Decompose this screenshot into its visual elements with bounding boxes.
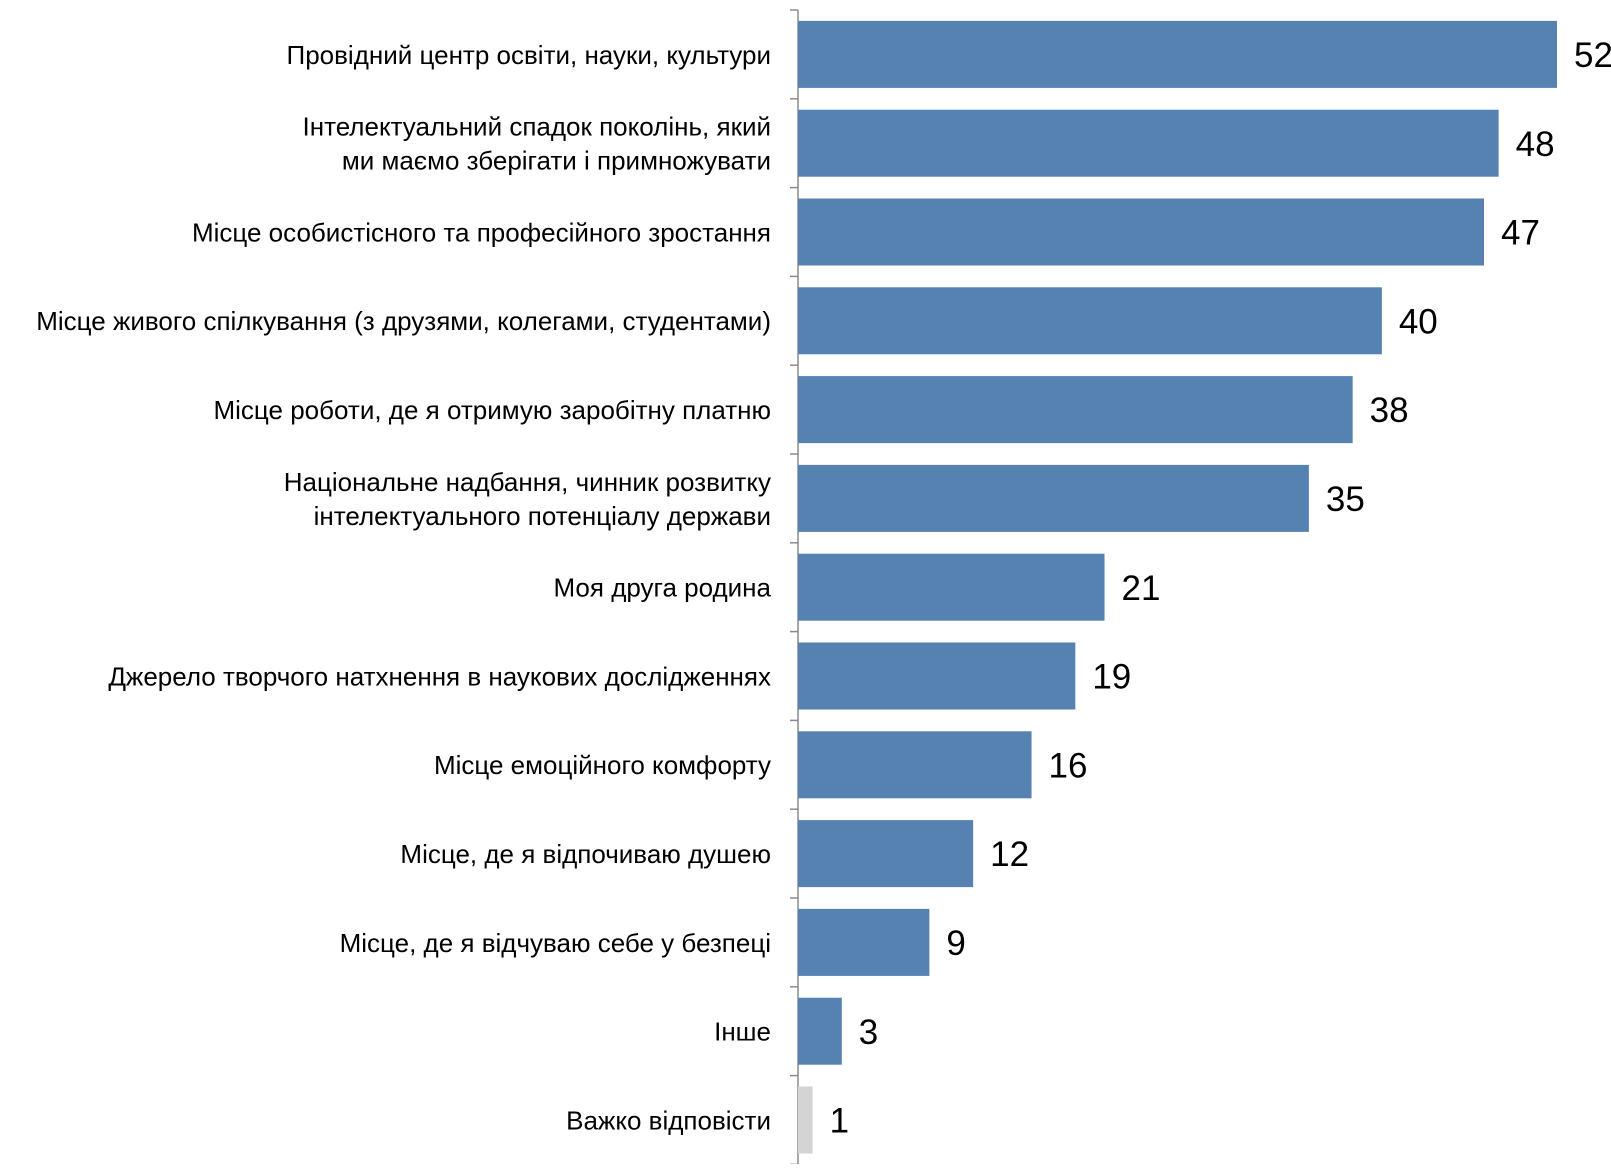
- category-label: Джерело творчого натхнення в наукових до…: [108, 661, 771, 691]
- bar: [798, 642, 1076, 710]
- bar: [798, 198, 1485, 266]
- bar: [798, 376, 1353, 444]
- category-label: Важко відповісти: [566, 1105, 771, 1135]
- data-label: 16: [1049, 746, 1088, 785]
- bar: [798, 20, 1557, 88]
- bar: [798, 997, 842, 1065]
- category-label: Місце, де я відчуваю себе у безпеці: [340, 928, 771, 958]
- category-label: Національне надбання, чинник розвитку інт…: [284, 467, 771, 531]
- data-label: 52: [1574, 36, 1611, 75]
- category-label: Місце емоційного комфорту: [434, 750, 771, 780]
- category-label: Місце живого спілкування (з друзями, кол…: [36, 306, 771, 336]
- category-label: Моя друга родина: [553, 573, 771, 603]
- data-label: 19: [1092, 658, 1131, 697]
- data-label: 48: [1516, 125, 1555, 164]
- category-label: Інше: [714, 1017, 771, 1047]
- bar: [798, 1086, 813, 1154]
- data-label: 35: [1326, 480, 1365, 519]
- data-label: 1: [830, 1102, 849, 1141]
- bar: [798, 820, 974, 888]
- data-label: 3: [859, 1013, 878, 1052]
- bar: [798, 109, 1499, 177]
- bar: [798, 464, 1309, 532]
- category-label: Інтелектуальний спадок поколінь, який ми …: [303, 112, 771, 176]
- bar: [798, 908, 930, 976]
- data-label: 12: [990, 835, 1029, 874]
- bar: [798, 287, 1382, 355]
- category-label: Місце, де я відпочиваю душею: [400, 839, 771, 869]
- data-label: 47: [1501, 214, 1540, 253]
- data-label: 21: [1122, 569, 1161, 608]
- data-label: 40: [1399, 302, 1438, 341]
- category-label: Місце особистісного та професійного зрос…: [192, 217, 771, 247]
- category-label: Провідний центр освіти, науки, культури: [287, 40, 771, 70]
- category-label: Місце роботи, де я отримую заробітну пла…: [214, 395, 772, 425]
- data-label: 38: [1370, 391, 1409, 430]
- bar: [798, 731, 1032, 799]
- data-label: 9: [946, 924, 965, 963]
- bar: [798, 553, 1105, 621]
